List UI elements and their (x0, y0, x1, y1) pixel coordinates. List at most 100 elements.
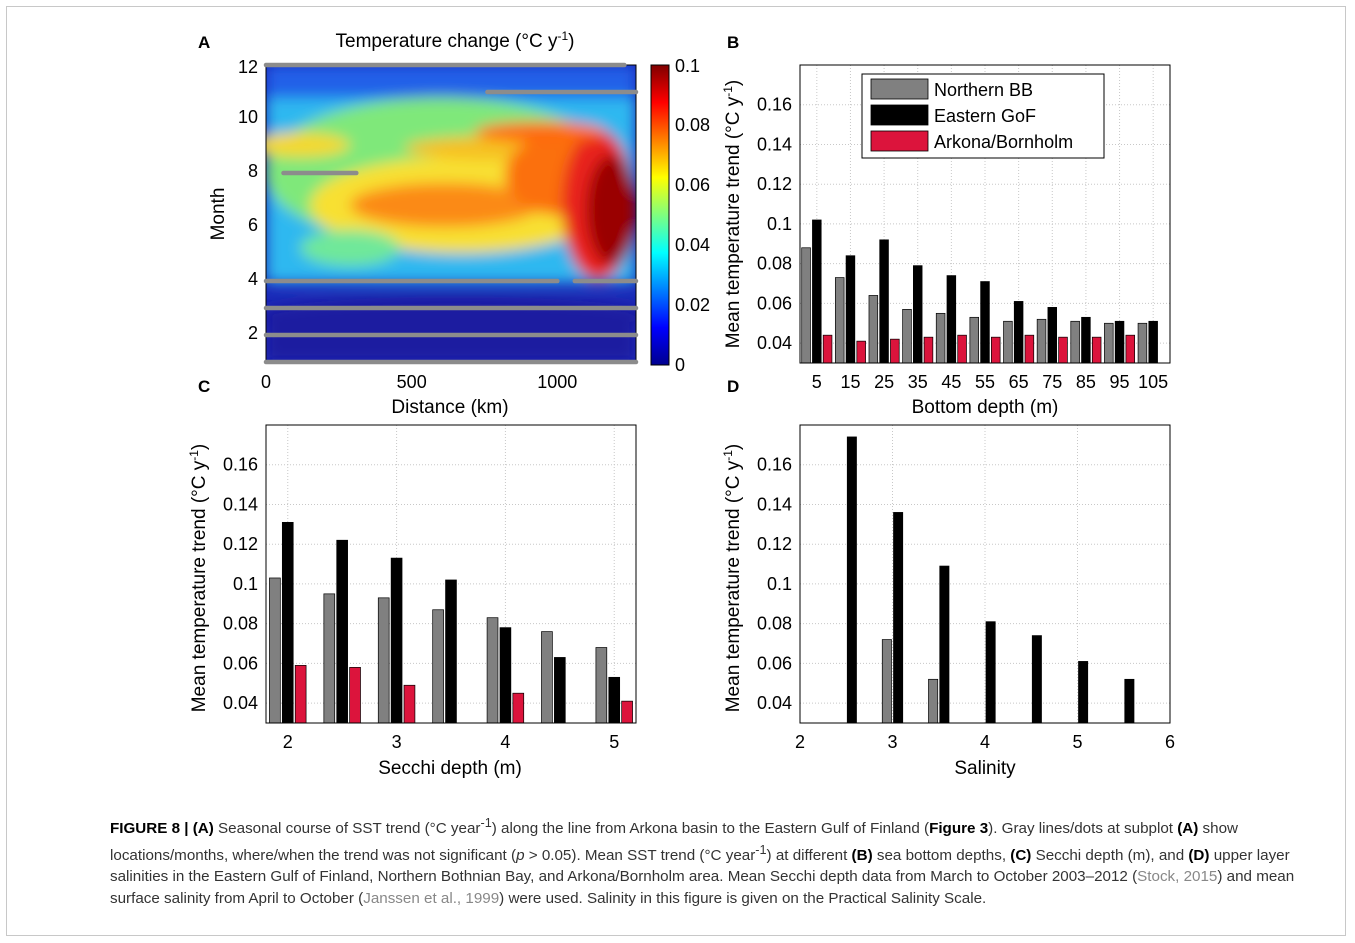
x-tick-label: 85 (1076, 372, 1096, 392)
y-tick-label: 4 (248, 269, 258, 289)
x-tick-label: 1000 (537, 372, 577, 392)
y-tick-label: 0.04 (757, 333, 792, 353)
bar-arkona-bornholm (823, 335, 832, 363)
caption-panel-ref: (B) (852, 847, 873, 864)
bar-northern-bb (882, 640, 891, 723)
y-tick-label: 2 (248, 323, 258, 343)
colorbar-tick-label: 0 (675, 355, 685, 375)
y-tick-label: 0.16 (757, 455, 792, 475)
heatmap-field (250, 65, 655, 362)
y-tick-label: 0.08 (757, 254, 792, 274)
panel-d-letter: D (727, 377, 739, 396)
y-tick-label: 12 (238, 57, 258, 77)
colorbar-tick-label: 0.04 (675, 235, 710, 255)
colorbar-tick-label: 0.08 (675, 115, 710, 135)
panel-a-title: Temperature change (°C y-1) (336, 29, 575, 52)
bar-eastern-gof (947, 276, 956, 363)
bar-eastern-gof (1014, 301, 1023, 363)
panel-d: D 0.040.060.080.10.120.140.162 3 4 5 6 Salin… (721, 377, 1175, 779)
caption-text: ) along the line from Arkona basin to th… (492, 820, 929, 837)
panel-b-letter: B (727, 33, 739, 52)
y-tick-label: 0.08 (223, 614, 258, 634)
caption-text: ). Gray lines/dots at subplot (988, 820, 1177, 837)
caption-panel-ref: (A) (1177, 820, 1198, 837)
x-tick-label: 95 (1110, 372, 1130, 392)
legend-swatch-northern-bb (871, 79, 928, 99)
x-tick-label: 2 (283, 732, 293, 752)
bar-northern-bb (1104, 323, 1113, 363)
caption-citation-link[interactable]: Stock, 2015 (1137, 868, 1217, 885)
y-tick-label: 0.1 (767, 214, 792, 234)
bar-eastern-gof (391, 558, 402, 723)
panel-c: C 0.04 0.06 0.08 0.1 0.12 0.14 0.16 2 3 4 5 Secchi… (187, 377, 636, 779)
y-tick-label: 0.14 (757, 134, 792, 154)
bar-northern-bb (324, 594, 335, 723)
bar-eastern-gof (1149, 321, 1158, 363)
bar-eastern-gof (337, 540, 348, 723)
x-tick-label: 65 (1009, 372, 1029, 392)
x-tick-label: 0 (261, 372, 271, 392)
y-tick-label: 0.06 (757, 653, 792, 673)
bar-eastern-gof (894, 512, 903, 723)
caption-figure-label: FIGURE 8 | (A) (110, 820, 214, 837)
caption-figure-ref[interactable]: Figure 3 (929, 820, 988, 837)
caption-text: Secchi depth (m), and (1031, 847, 1188, 864)
bar-eastern-gof (446, 580, 457, 723)
panel-b-xlabel: Bottom depth (m) (912, 397, 1059, 418)
y-tick-label: 8 (248, 161, 258, 181)
x-tick-label: 15 (840, 372, 860, 392)
caption-sup: -1 (480, 816, 491, 830)
y-tick-label: 0.12 (223, 534, 258, 554)
figure-panels: A Temperature change (°C y-1) (0, 0, 1355, 810)
bar-eastern-gof (940, 566, 949, 723)
y-tick-label: 0.12 (757, 174, 792, 194)
caption-text: ) at different (767, 847, 852, 864)
caption-text: Seasonal course of SST trend (°C year (214, 820, 481, 837)
panel-b-ylabel: Mean temperature trend (°C y-1) (721, 80, 744, 349)
bar-arkona-bornholm (958, 335, 967, 363)
bar-northern-bb (487, 618, 498, 723)
y-tick-label: 0.08 (757, 614, 792, 634)
y-tick-label: 0.1 (767, 574, 792, 594)
bar-northern-bb (903, 309, 912, 363)
bar-northern-bb (1071, 321, 1080, 363)
x-tick-label: 4 (500, 732, 510, 752)
panel-d-ylabel: Mean temperature trend (°C y-1) (721, 444, 744, 713)
caption-citation-link[interactable]: Janssen et al., 1999 (363, 890, 499, 907)
bar-arkona-bornholm (622, 701, 633, 723)
legend-label-northern-bb: Northern BB (934, 80, 1033, 100)
panel-a-letter: A (198, 33, 210, 52)
bar-arkona-bornholm (1025, 335, 1034, 363)
legend-swatch-arkona-bornholm (871, 131, 928, 151)
y-tick-label: 0.16 (757, 95, 792, 115)
bar-eastern-gof (500, 628, 511, 723)
figure-caption: FIGURE 8 | (A) Seasonal course of SST tr… (110, 813, 1325, 909)
caption-panel-ref: (C) (1010, 847, 1031, 864)
x-tick-label: 5 (812, 372, 822, 392)
bar-arkona-bornholm (1092, 337, 1101, 363)
panel-a-ylabel: Month (208, 188, 229, 241)
panel-c-ylabel: Mean temperature trend (°C y-1) (187, 444, 210, 713)
bar-eastern-gof (812, 220, 821, 363)
bar-northern-bb (835, 278, 844, 363)
bar-arkona-bornholm (1126, 335, 1135, 363)
panel-c-xlabel: Secchi depth (m) (378, 758, 522, 779)
bar-eastern-gof (846, 256, 855, 363)
y-tick-label: 0.14 (757, 494, 792, 514)
bar-arkona-bornholm (857, 341, 866, 363)
caption-text: > 0.05). Mean SST trend (°C year (525, 847, 756, 864)
caption-panel-ref: (D) (1188, 847, 1209, 864)
bar-eastern-gof (554, 657, 565, 723)
bar-eastern-gof (1115, 321, 1124, 363)
legend-label-eastern-gof: Eastern GoF (934, 106, 1036, 126)
legend: Northern BB Eastern GoF Arkona/Bornholm (862, 74, 1104, 158)
bar-northern-bb (936, 313, 945, 363)
bar-eastern-gof (913, 266, 922, 363)
y-tick-label: 0.1 (233, 574, 258, 594)
bar-northern-bb (869, 295, 878, 363)
caption-italic: p (516, 847, 524, 864)
panel-a-y-ticks: 2 4 6 8 10 12 (238, 57, 258, 343)
bar-arkona-bornholm (1059, 337, 1068, 363)
x-tick-label: 55 (975, 372, 995, 392)
bar-arkona-bornholm (991, 337, 1000, 363)
